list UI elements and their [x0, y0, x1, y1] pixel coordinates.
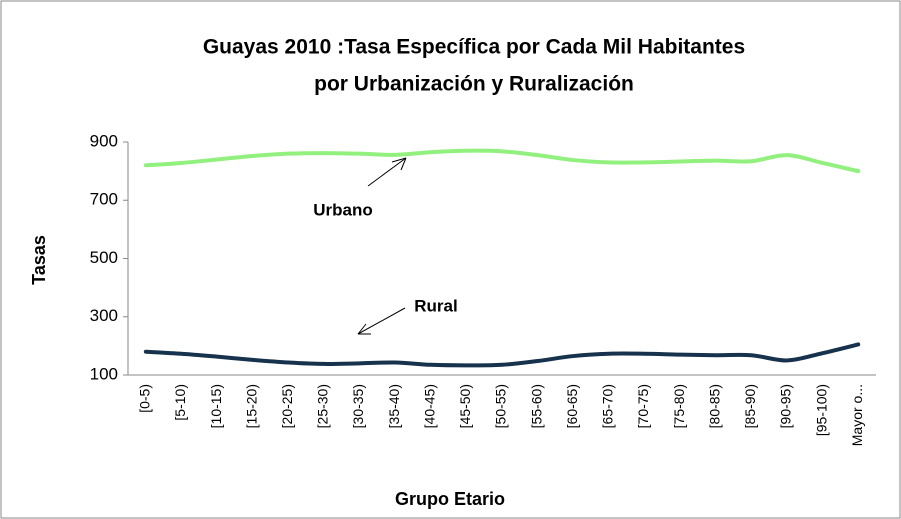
arrow-head	[391, 157, 407, 171]
line	[143, 342, 861, 368]
x-tick-label: [45-50)	[457, 384, 473, 428]
arrow-head	[357, 323, 371, 335]
series-label: Urbano	[313, 200, 373, 219]
y-tick-label: 500	[90, 248, 118, 267]
x-tick-label: [80-85)	[706, 384, 722, 428]
x-tick-label: [25-30)	[315, 384, 331, 428]
x-tick-label: Mayor o...	[849, 384, 865, 446]
x-tick-label: [85-90)	[742, 384, 758, 428]
x-tick-label: [90-95)	[778, 384, 794, 428]
y-tick-label: 100	[90, 364, 118, 383]
chart-subtitle: por Urbanización y Ruralización	[314, 73, 634, 96]
x-tick-label: [10-15)	[208, 384, 224, 428]
chart-title: Guayas 2010 :Tasa Específica por Cada Mi…	[203, 36, 745, 59]
x-tick-label: [15-20)	[243, 384, 259, 428]
x-tick-label: [35-40)	[386, 384, 402, 428]
x-tick-label: [50-55)	[493, 384, 509, 428]
x-tick-label: [5-10)	[172, 384, 188, 421]
arrow	[357, 307, 406, 335]
y-tick-label: 300	[90, 306, 118, 325]
x-tick-label: [65-70)	[600, 384, 616, 428]
line	[143, 148, 861, 174]
x-axis-title: Grupo Etario	[395, 489, 505, 509]
series-label: Rural	[414, 296, 457, 315]
x-tick-label: [60-65)	[564, 384, 580, 428]
arrow	[367, 157, 407, 187]
y-axis-title: Tasas	[29, 235, 49, 285]
x-tick-label: [55-60)	[528, 384, 544, 428]
x-tick-label: [0-5)	[137, 384, 153, 413]
x-tick-label: [30-35)	[350, 384, 366, 428]
x-tick-label: [75-80)	[671, 384, 687, 428]
x-tick-label: [95-100)	[813, 384, 829, 436]
y-tick-label: 700	[90, 190, 118, 209]
y-tick-label: 900	[90, 131, 118, 150]
x-tick-label: [40-45)	[421, 384, 437, 428]
x-tick-label: [20-25)	[279, 384, 295, 428]
x-tick-label: [70-75)	[635, 384, 651, 428]
